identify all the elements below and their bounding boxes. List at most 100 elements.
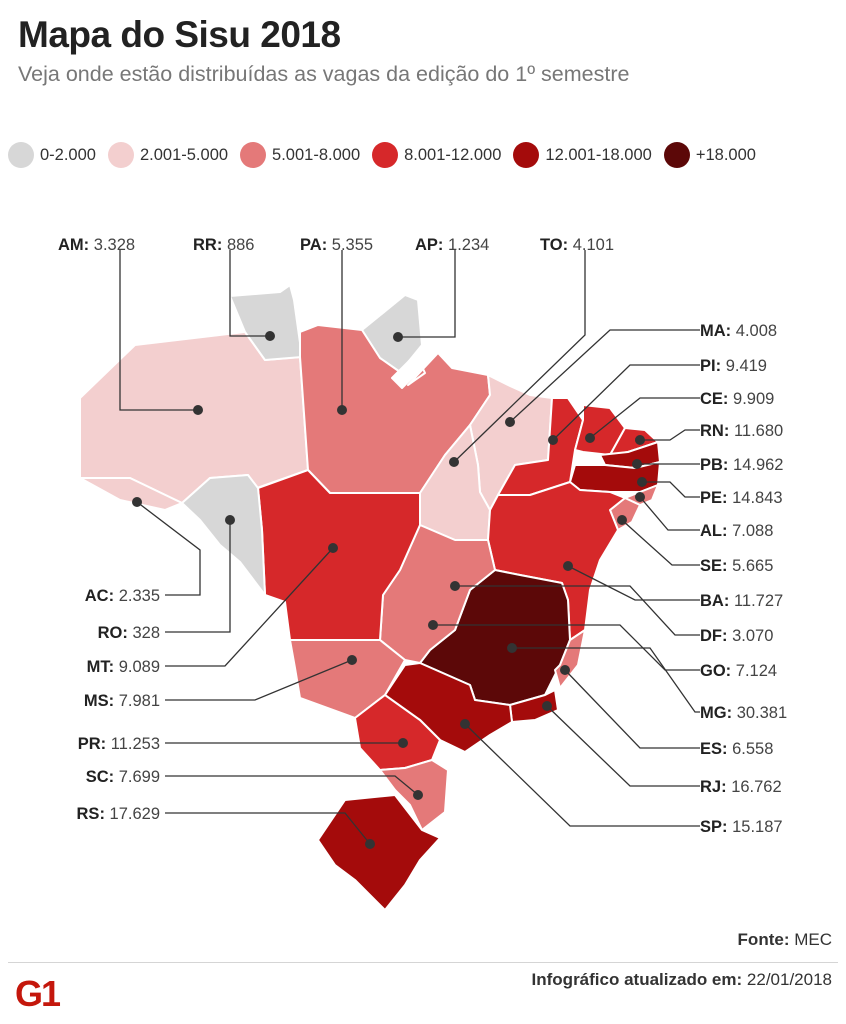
state-label-se: SE: 5.665 (700, 557, 773, 575)
leader-line-ac (136, 501, 201, 596)
state-abbr: PI (700, 357, 716, 375)
state-value: 7.981 (119, 692, 160, 710)
state-label-ba: BA: 11.727 (700, 592, 783, 610)
leader-lines (119, 250, 700, 845)
marker-ms (347, 655, 357, 665)
leader-line-ce (589, 397, 700, 439)
state-label-pi: PI: 9.419 (700, 357, 767, 375)
state-label-go: GO: 7.124 (700, 662, 777, 680)
marker-es (560, 665, 570, 675)
state-colon: : (84, 236, 94, 254)
state-value: 17.629 (110, 805, 160, 823)
state-value: 7.088 (732, 522, 773, 540)
state-label-rs: RS: 17.629 (77, 805, 160, 823)
state-abbr: RS (77, 805, 100, 823)
leader-line-pi (552, 364, 700, 441)
marker-rj (542, 701, 552, 711)
marker-pa (337, 405, 347, 415)
state-abbr: ES (700, 740, 722, 758)
state-abbr: DF (700, 627, 722, 645)
state-abbr: RR (193, 236, 217, 254)
marker-pe (637, 477, 647, 487)
marker-ap (393, 332, 403, 342)
leader-line-to (453, 250, 586, 463)
update-note: Infográfico atualizado em: 22/01/2018 (532, 970, 832, 990)
marker-ma (505, 417, 515, 427)
state-label-ce: CE: 9.909 (700, 390, 774, 408)
state-label-sp: SP: 15.187 (700, 818, 783, 836)
state-value: 1.234 (448, 236, 489, 254)
state-colon: : (109, 658, 119, 676)
leader-line-mg (512, 647, 700, 713)
state-value: 14.843 (732, 489, 782, 507)
legend: 0-2.000 2.001-5.000 5.001-8.000 8.001-12… (8, 140, 768, 170)
state-abbr: CE (700, 390, 723, 408)
marker-rr (265, 331, 275, 341)
state-value: 9.419 (726, 357, 767, 375)
leader-line-pe (642, 481, 700, 498)
state-abbr: MT (87, 658, 111, 676)
state-colon: : (109, 692, 119, 710)
marker-mg (507, 643, 517, 653)
state-abbr: TO (540, 236, 563, 254)
state-colon: : (722, 627, 732, 645)
state-colon: : (721, 778, 731, 796)
legend-swatch (8, 142, 34, 168)
state-label-ap: AP: 1.234 (415, 236, 489, 254)
state-value: 5.355 (332, 236, 373, 254)
state-value: 4.101 (573, 236, 614, 254)
state-abbr: PB (700, 456, 723, 474)
leader-line-ro (165, 520, 231, 633)
state-label-am: AM: 3.328 (58, 236, 135, 254)
state-label-rn: RN: 11.680 (700, 422, 783, 440)
legend-item: 12.001-18.000 (513, 142, 652, 168)
marker-sp (460, 719, 470, 729)
leader-line-ap (398, 250, 456, 338)
g1-logo: G1 (15, 973, 63, 1012)
state-colon: : (723, 390, 733, 408)
update-date: 22/01/2018 (746, 970, 832, 989)
state-abbr: GO (700, 662, 726, 680)
legend-item: 8.001-12.000 (372, 142, 501, 168)
marker-se (617, 515, 627, 525)
state-value: 5.665 (732, 557, 773, 575)
state-value: 6.558 (732, 740, 773, 758)
state-value: 4.008 (736, 322, 777, 340)
legend-item: 5.001-8.000 (240, 142, 360, 168)
state-labels: AM: 3.328 RR: 886 PA: 5.355 AP: 1.234 TO: 4.… (58, 236, 787, 836)
state-colon: : (322, 236, 332, 254)
legend-swatch (663, 142, 690, 168)
state-colon: : (109, 587, 119, 605)
state-abbr: AP (415, 236, 438, 254)
state-colon: : (109, 768, 119, 786)
state-label-df: DF: 3.070 (700, 627, 773, 645)
legend-label: +18.000 (695, 145, 756, 164)
marker-mt (328, 543, 338, 553)
state-label-sc: SC: 7.699 (86, 768, 160, 786)
marker-sc (413, 790, 423, 800)
state-ro (181, 474, 266, 596)
state-colon: : (99, 805, 109, 823)
legend-item: +18.000 (663, 142, 756, 168)
marker-pr (398, 738, 408, 748)
marker-df (450, 581, 460, 591)
state-colon: : (723, 456, 733, 474)
state-label-mt: MT: 9.089 (87, 658, 160, 676)
state-colon: : (724, 592, 734, 610)
marker-ce (585, 433, 595, 443)
state-rr (229, 284, 303, 361)
state-abbr: PE (700, 489, 722, 507)
state-label-ro: RO: 328 (98, 624, 160, 642)
legend-swatch (240, 142, 267, 168)
marker-to (449, 457, 459, 467)
state-abbr: PA (300, 236, 322, 254)
leader-line-df (455, 585, 700, 636)
leader-line-sp (464, 723, 700, 827)
state-label-ma: MA: 4.008 (700, 322, 777, 340)
state-value: 3.070 (732, 627, 773, 645)
marker-ac (132, 497, 142, 507)
state-abbr: MA (700, 322, 726, 340)
leader-line-es (564, 669, 700, 749)
state-label-es: ES: 6.558 (700, 740, 773, 758)
state-label-mg: MG: 30.381 (700, 704, 787, 722)
